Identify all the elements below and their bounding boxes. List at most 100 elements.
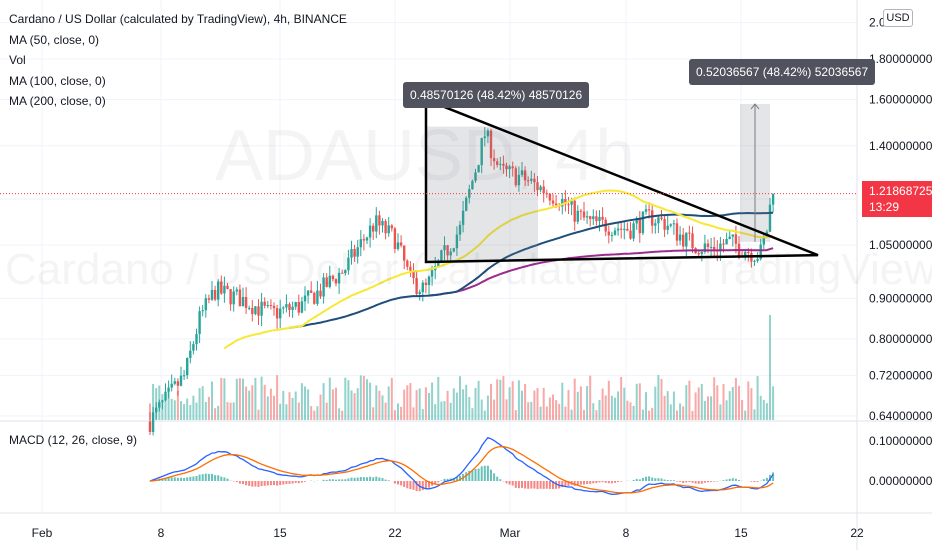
macd-hist-bar	[533, 481, 536, 489]
price-tick-label: 0.80000000	[869, 332, 932, 346]
candle-body	[449, 251, 452, 256]
volume-bar	[682, 406, 685, 420]
legend-vol[interactable]: Vol	[9, 53, 26, 67]
volume-bar	[468, 397, 471, 420]
candle-body	[511, 166, 514, 169]
volume-bar	[756, 376, 759, 420]
volume-bar	[589, 375, 592, 420]
candle-body	[489, 130, 493, 159]
volume-bar	[660, 378, 663, 420]
volume-bar	[666, 391, 669, 420]
macd-hist-bar	[245, 481, 248, 486]
volume-bar	[607, 380, 610, 420]
price-tick-label: 2.0	[869, 16, 886, 30]
volume-bar	[409, 383, 412, 420]
volume-bar	[517, 380, 520, 420]
macd-hist-bar	[669, 480, 672, 481]
volume-bar	[183, 404, 186, 420]
candle-body	[344, 270, 347, 274]
macd-hist-bar	[248, 481, 251, 486]
volume-bar	[645, 392, 647, 420]
macd-hist-bar	[657, 478, 660, 481]
candle-body	[210, 289, 214, 300]
volume-bar	[437, 376, 440, 420]
volume-bars	[149, 315, 775, 420]
macd-tick-label: 0.10000000	[869, 434, 932, 448]
candle-body	[285, 304, 288, 308]
volume-bar	[300, 383, 303, 420]
volume-bar	[372, 407, 375, 420]
macd-hist-bar	[434, 481, 437, 485]
candle-body	[530, 178, 533, 181]
volume-bar	[455, 392, 458, 420]
volume-bar	[350, 390, 353, 420]
legend-macd[interactable]: MACD (12, 26, close, 9)	[9, 433, 138, 447]
legend-title[interactable]: Cardano / US Dollar (calculated by Tradi…	[9, 12, 347, 26]
volume-bar	[260, 376, 263, 420]
macd-hist-bar	[592, 481, 595, 484]
legend-ma50[interactable]: MA (50, close, 0)	[9, 32, 100, 47]
candle-body	[399, 242, 403, 246]
candle-body	[744, 252, 747, 257]
macd-hist-bar	[521, 481, 523, 488]
volume-bar	[505, 399, 508, 420]
price-tick-label: 0.90000000	[869, 291, 932, 305]
candle-body	[378, 215, 381, 226]
volume-bar	[195, 402, 198, 420]
legend-ma200[interactable]: MA (200, close, 0)	[9, 94, 106, 108]
candle-body	[703, 243, 707, 252]
candle-body	[486, 130, 490, 137]
candle-body	[651, 210, 654, 226]
macd-hist-bar	[350, 477, 353, 481]
macd-hist-bar	[567, 481, 570, 486]
volume-bar	[431, 382, 434, 420]
measure-label-left: 0.48570126 (48.42%) 48570126	[403, 82, 590, 108]
volume-bar	[189, 405, 192, 420]
candle-body	[155, 407, 158, 413]
volume-bar	[731, 386, 734, 420]
candle-body	[350, 248, 353, 258]
candle-body	[644, 209, 648, 212]
volume-bar	[347, 380, 350, 420]
legend-ma100[interactable]: MA (100, close, 0)	[9, 73, 106, 88]
volume-bar	[511, 381, 514, 420]
macd-hist-bar	[251, 481, 254, 487]
macd-hist-bar	[536, 481, 539, 490]
candle-body	[238, 289, 242, 307]
volume-bar	[378, 390, 381, 420]
volume-bar	[400, 406, 403, 420]
volume-bar	[452, 388, 455, 420]
candle-body	[430, 270, 434, 277]
candle-body	[706, 243, 710, 248]
macd-hist-bar	[635, 478, 638, 481]
volume-bar	[579, 386, 582, 420]
price-tick-label: 1.40000000	[869, 139, 932, 153]
candle-body	[759, 244, 762, 259]
macd-hist-bar	[300, 481, 303, 483]
volume-bar	[356, 388, 359, 420]
candle-body	[263, 301, 266, 306]
volume-bar	[765, 403, 768, 420]
macd-hist-bar	[176, 477, 179, 481]
last-price-value: 1.21868725	[869, 184, 932, 198]
macd-hist-bar	[527, 481, 530, 489]
candle-body	[564, 198, 567, 205]
candle-body	[331, 275, 335, 280]
volume-bar	[440, 401, 443, 420]
macd-hist-bar	[524, 481, 527, 489]
macd-hist-bar	[167, 477, 170, 481]
macd-hist-bar	[474, 469, 477, 481]
macd-hist-bar	[561, 481, 564, 488]
volume-bar	[152, 383, 155, 420]
volume-bar	[263, 384, 266, 420]
currency-badge[interactable]: USD	[883, 9, 913, 27]
candle-body	[542, 186, 545, 194]
macd-hist-bar	[682, 481, 685, 484]
macd-hist-bar	[542, 481, 545, 489]
candle-body	[616, 228, 620, 231]
candle-body	[244, 297, 248, 308]
candle-body	[409, 266, 412, 271]
macd-hist-bar	[331, 479, 334, 481]
volume-bar	[257, 409, 260, 420]
